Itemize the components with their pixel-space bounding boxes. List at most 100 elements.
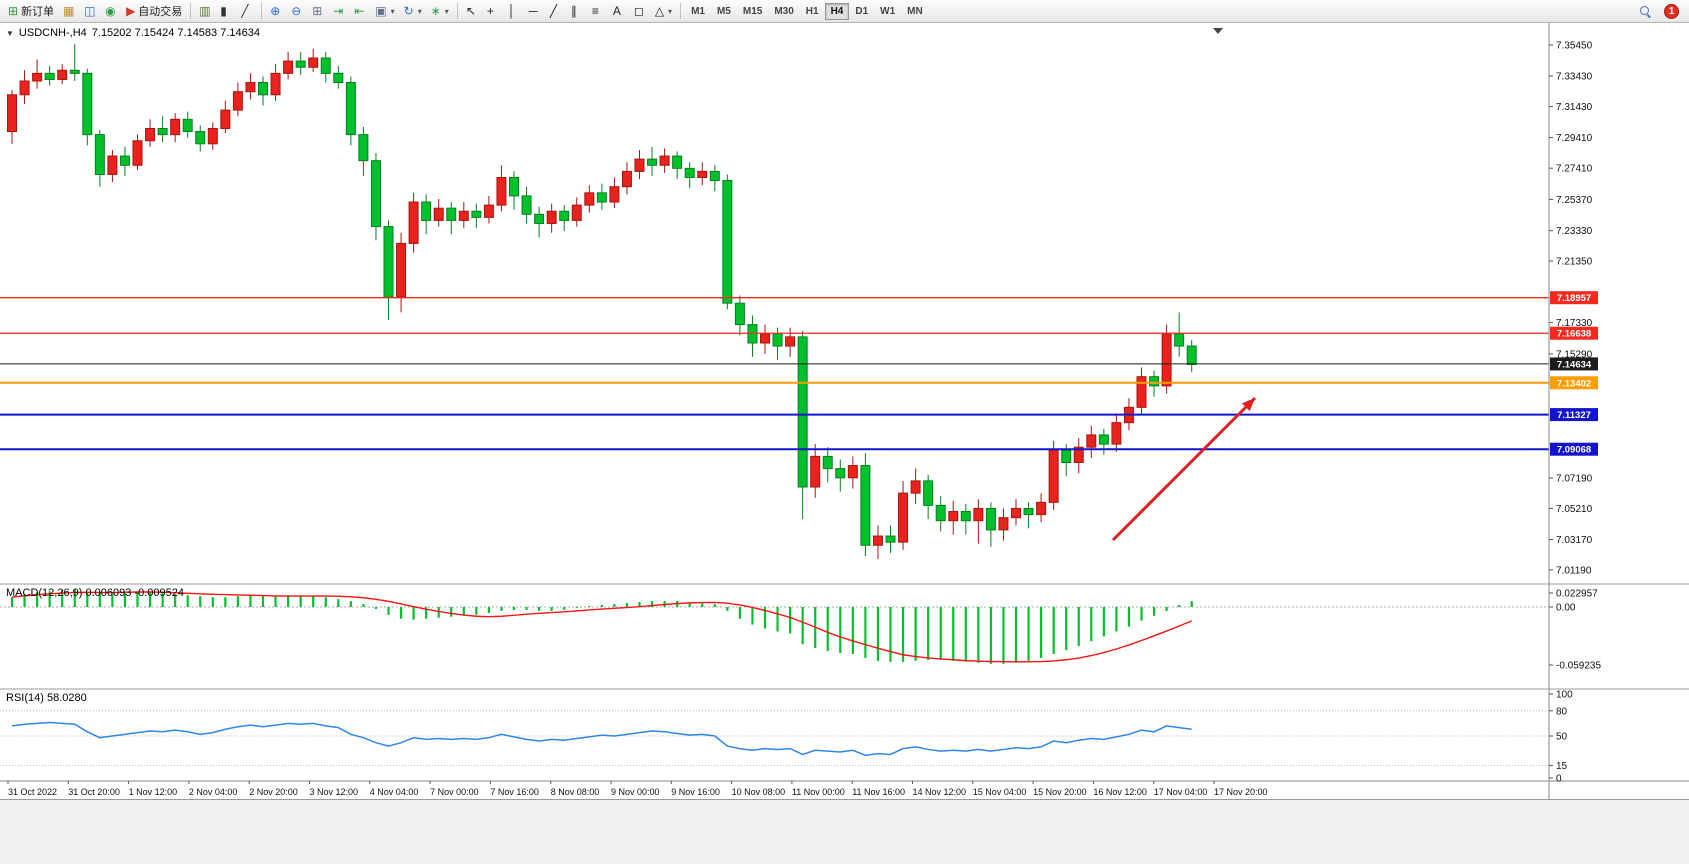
profiles-button[interactable]: ↻ ▾: [400, 2, 426, 21]
trendline-button[interactable]: ╱: [546, 2, 566, 21]
zoom-out-button[interactable]: ⊖: [287, 2, 307, 21]
cursor-icon: ↖: [465, 4, 476, 18]
toolbar-separator: [261, 3, 263, 19]
zoom-in-button[interactable]: ⊕: [266, 2, 286, 21]
chart-shift-button[interactable]: ⇤: [350, 2, 370, 21]
notification-badge[interactable]: 1: [1664, 3, 1679, 19]
time-label: 9 Nov 16:00: [671, 787, 720, 797]
cycle-icon: ↻: [403, 4, 414, 18]
timeframe-m30-button[interactable]: M30: [774, 5, 794, 17]
bar-chart-icon: ▥: [199, 4, 211, 18]
price-badge-7.13402: 7.13402: [1550, 376, 1598, 390]
price-tick-label: 7.31430: [1556, 102, 1593, 113]
price-tick-label: 7.03170: [1556, 535, 1593, 546]
market-watch-button[interactable]: ◫: [80, 2, 100, 21]
time-label: 14 Nov 12:00: [913, 787, 967, 797]
candlestick-button[interactable]: ▮: [216, 2, 236, 21]
price-tick-label: 7.05210: [1556, 504, 1593, 515]
charts-button[interactable]: ▦: [59, 2, 79, 21]
rsi-panel[interactable]: [0, 710, 1549, 766]
price-badge-7.09068: 7.09068: [1550, 442, 1598, 456]
time-label: 1 Nov 12:00: [129, 787, 178, 797]
toolbar-separator: [456, 3, 458, 19]
rsi-axis-label: 50: [1556, 732, 1568, 743]
autotrade-icon: ▶: [126, 4, 136, 18]
new-order-button[interactable]: ⊞ 新订单: [4, 2, 58, 21]
price-tick-label: 7.17330: [1556, 318, 1593, 329]
chart-window-icon: ▦: [63, 4, 75, 18]
rsi-axis-label: 80: [1556, 706, 1568, 717]
svg-text:7.14634: 7.14634: [1557, 359, 1592, 370]
fibonacci-button[interactable]: ≡: [588, 2, 608, 21]
channel-button[interactable]: ∥: [567, 2, 587, 21]
price-badge-7.14634: 7.14634: [1550, 357, 1598, 371]
vertical-line-button[interactable]: │: [504, 2, 524, 21]
time-label: 31 Oct 2022: [8, 787, 57, 797]
macd-panel[interactable]: [0, 589, 1549, 664]
price-tick-label: 7.27410: [1556, 164, 1593, 175]
text-label-icon: ◻: [633, 4, 644, 18]
timeframe-d1-button[interactable]: D1: [855, 5, 869, 17]
auto-scroll-icon: ⇥: [333, 4, 344, 18]
timeframe-h1-button[interactable]: H1: [805, 5, 819, 17]
time-label: 9 Nov 00:00: [611, 787, 660, 797]
candles-group[interactable]: [7, 44, 1197, 560]
timeframe-m15-button[interactable]: M15: [742, 5, 763, 17]
crosshair-icon: +: [486, 4, 494, 18]
line-chart-button[interactable]: ╱: [237, 2, 257, 21]
indicators-button[interactable]: ∗ ▾: [427, 2, 453, 21]
timeframe-w1-button[interactable]: W1: [880, 5, 896, 17]
search-icon: [1639, 5, 1652, 18]
time-label: 15 Nov 20:00: [1033, 787, 1087, 797]
text-label-button[interactable]: ◻: [630, 2, 650, 21]
price-tick-label: 7.25370: [1556, 195, 1593, 206]
new-chart-button[interactable]: ▣ ▾: [371, 2, 398, 21]
timeframe-mn-button[interactable]: MN: [907, 5, 923, 17]
shapes-icon: △: [654, 4, 665, 18]
svg-text:7.11327: 7.11327: [1557, 410, 1591, 421]
toolbar-button-groups: ⊞ 新订单 ▦ ◫ ◉ ▶ 自动交易 ▥ ▮ ╱ ⊕ ⊖ ⊞ ⇥ ⇤ ▣ ▾ ↻ ▾ ∗ ▾ ↖ + │ ─ ╱ ∥ ≡ A ◻ △ ▾: [4, 2, 676, 21]
trend-arrow[interactable]: [1111, 396, 1257, 542]
chart-window[interactable]: 7.35450 7.33430 7.31430 7.29410 7.27410 7.253…: [0, 23, 1689, 800]
timeframe-m1-button[interactable]: M1: [691, 5, 705, 17]
search-button[interactable]: [1635, 2, 1656, 21]
rsi-line: [11, 721, 1192, 757]
chart-canvas[interactable]: 7.35450 7.33430 7.31430 7.29410 7.27410 7.253…: [0, 23, 1689, 800]
price-tick-label: 7.21350: [1556, 257, 1593, 268]
auto-trading-button[interactable]: ▶ 自动交易: [122, 2, 186, 21]
chart-shift-icon: ⇤: [354, 4, 365, 18]
sounds-button[interactable]: ◉: [101, 2, 121, 21]
timeframe-m5-button[interactable]: M5: [716, 5, 731, 17]
new-order-icon: ⊞: [8, 4, 19, 18]
time-label: 4 Nov 04:00: [370, 787, 419, 797]
time-label: 2 Nov 20:00: [249, 787, 298, 797]
bar-chart-button[interactable]: ▥: [195, 2, 215, 21]
trendline-icon: ╱: [549, 4, 558, 18]
tile-windows-icon: ⊞: [312, 4, 323, 18]
price-tick-label: 7.35450: [1556, 41, 1593, 52]
time-label: 11 Nov 16:00: [852, 787, 905, 797]
chart-shift-marker[interactable]: [1213, 28, 1223, 34]
tile-windows-button[interactable]: ⊞: [308, 2, 328, 21]
svg-text:7.13402: 7.13402: [1557, 378, 1591, 389]
shapes-button[interactable]: △ ▾: [651, 2, 676, 21]
candlestick-icon: ▮: [220, 4, 227, 18]
timeframe-h4-button[interactable]: H4: [824, 2, 850, 20]
chevron-down-icon: ▾: [668, 6, 673, 16]
macd-axis-label: 0.00: [1556, 603, 1576, 614]
auto-scroll-button[interactable]: ⇥: [329, 2, 349, 21]
text-button[interactable]: A: [609, 2, 629, 21]
horizontal-line-icon: ─: [528, 4, 538, 18]
indicators-icon: ∗: [430, 4, 441, 18]
time-label: 31 Oct 20:00: [68, 787, 120, 797]
chevron-down-icon: ▾: [390, 6, 395, 16]
horizontal-line-button[interactable]: ─: [525, 2, 545, 21]
crosshair-button[interactable]: +: [483, 2, 503, 21]
time-axis[interactable]: 31 Oct 2022 31 Oct 20:00 1 Nov 12:00 2 Nov …: [7, 781, 1268, 797]
cursor-button[interactable]: ↖: [462, 2, 482, 21]
chevron-down-icon: ▾: [417, 6, 422, 16]
time-label: 15 Nov 04:00: [973, 787, 1027, 797]
headset-icon: ◉: [105, 4, 116, 18]
window-background: [0, 801, 1689, 864]
price-tick-label: 7.29410: [1556, 133, 1593, 144]
